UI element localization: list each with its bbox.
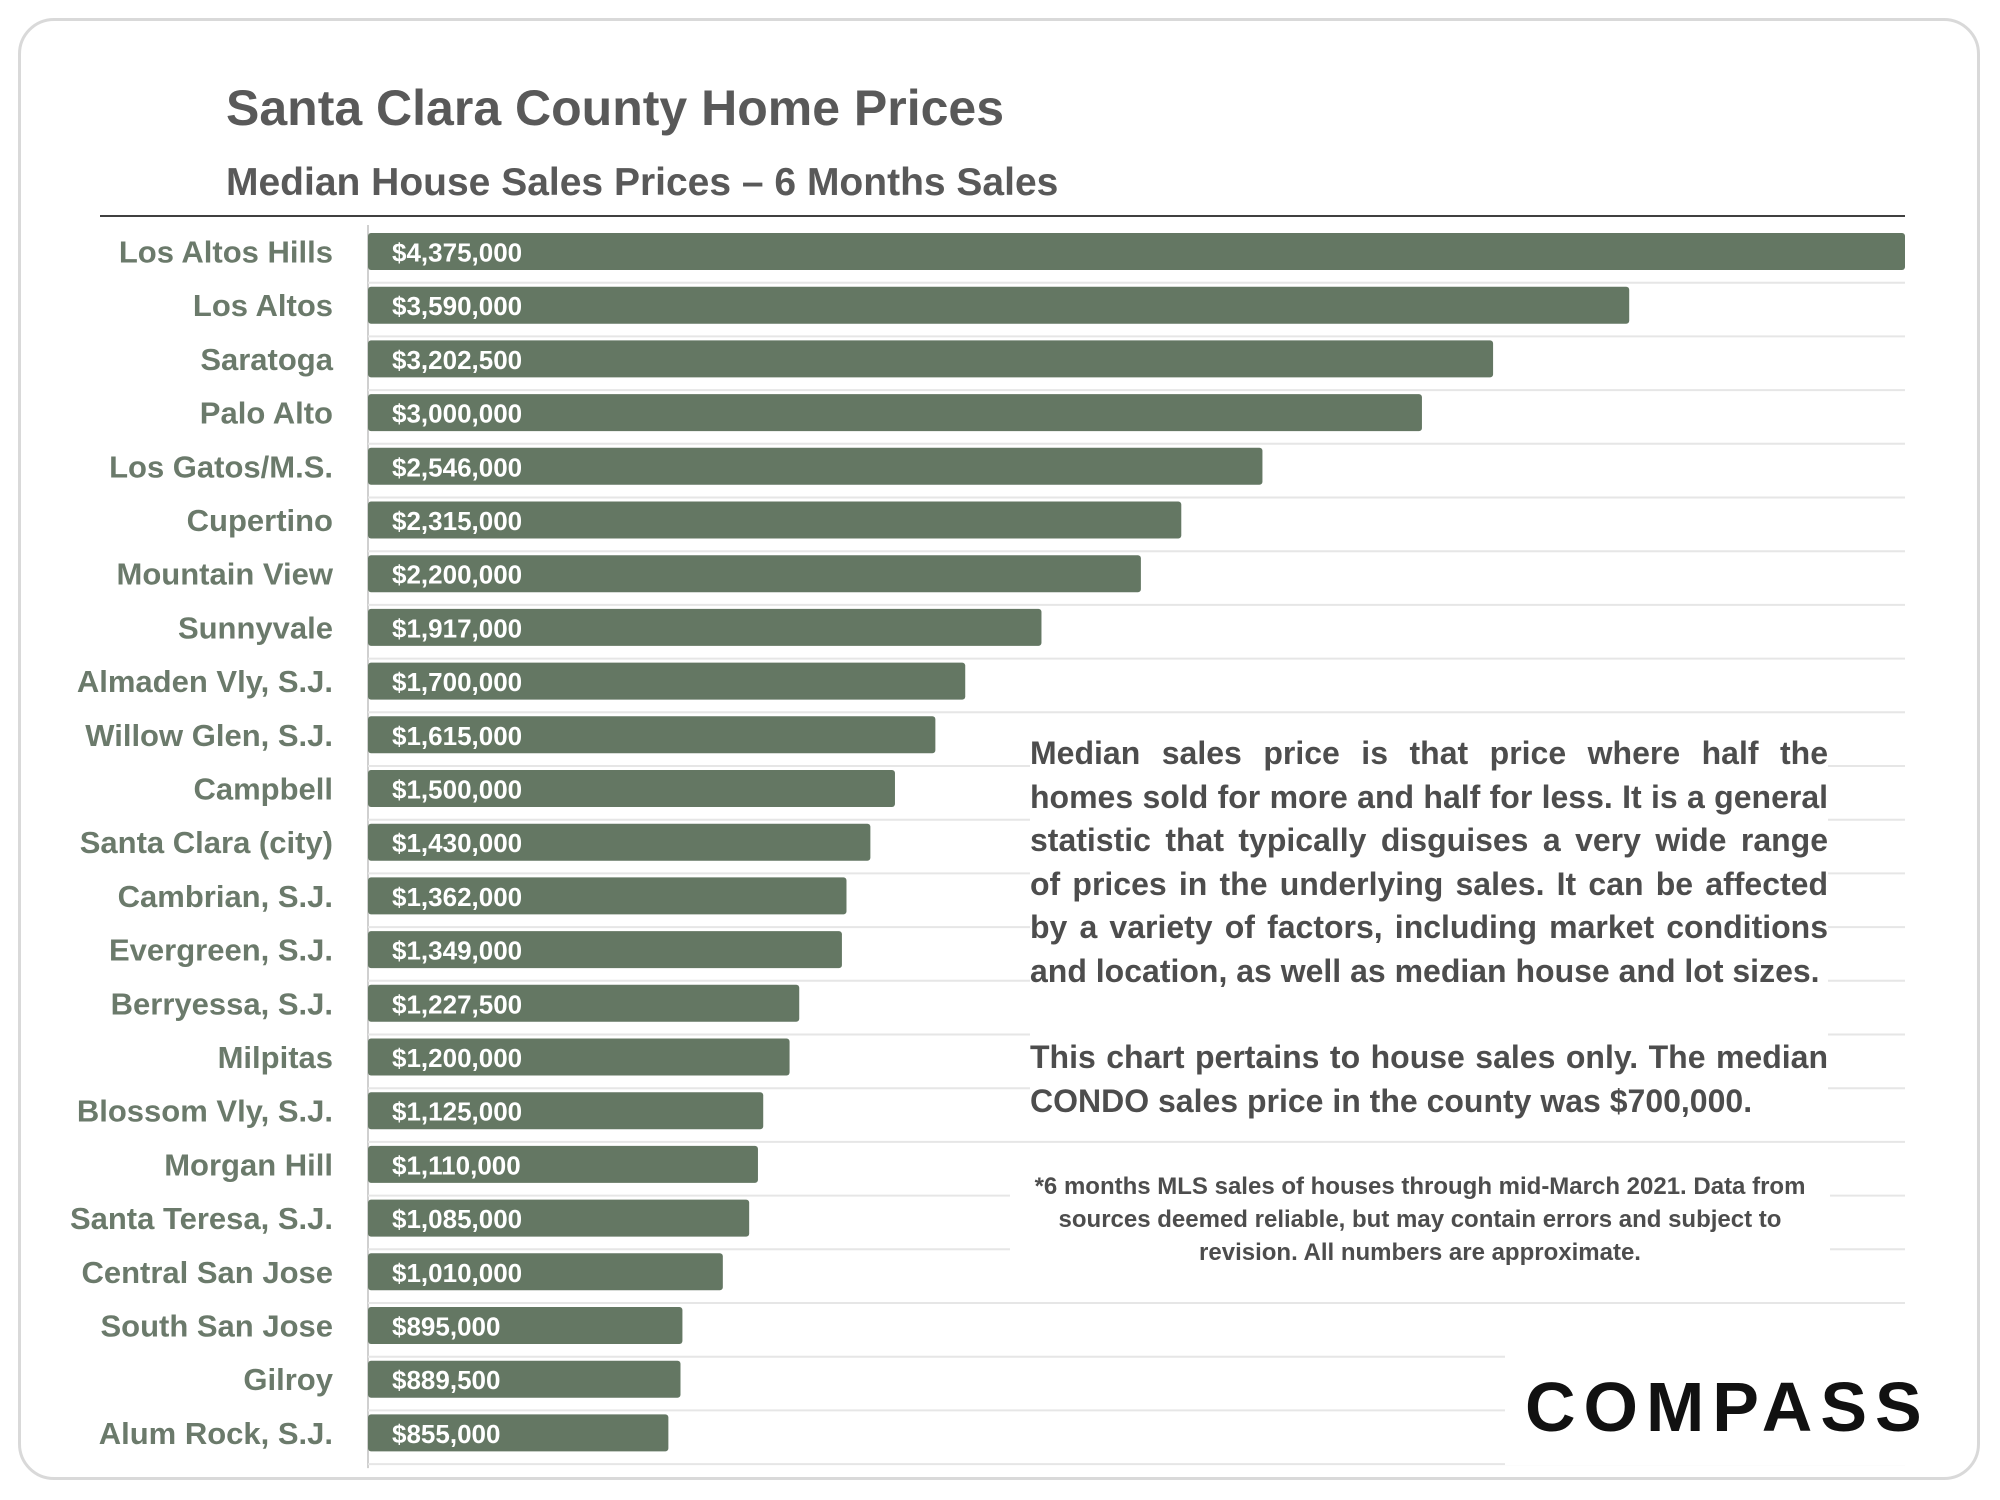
bar xyxy=(368,1414,669,1452)
bar xyxy=(368,662,966,700)
data-label: $1,349,000 xyxy=(392,936,522,966)
data-label: $1,125,000 xyxy=(392,1097,522,1127)
category-label: South San Jose xyxy=(100,1309,333,1344)
data-label: $1,110,000 xyxy=(392,1150,521,1180)
bar xyxy=(368,716,936,754)
bar xyxy=(368,984,800,1022)
category-label: Santa Teresa, S.J. xyxy=(70,1201,333,1236)
data-label: $3,202,500 xyxy=(392,345,522,375)
data-label: $1,500,000 xyxy=(392,775,522,805)
category-label: Los Altos xyxy=(193,288,333,323)
bar xyxy=(368,1253,723,1291)
data-label: $1,917,000 xyxy=(392,613,522,643)
category-label: Evergreen, S.J. xyxy=(109,933,333,968)
bar xyxy=(368,1145,758,1183)
category-label: Willow Glen, S.J. xyxy=(85,718,333,753)
data-label: $895,000 xyxy=(392,1312,500,1342)
category-label: Berryessa, S.J. xyxy=(111,986,333,1021)
bar xyxy=(368,608,1042,646)
annotation-box: Median sales price is that price where h… xyxy=(1030,732,1828,1123)
category-label: Milpitas xyxy=(218,1040,333,1075)
data-label: $2,546,000 xyxy=(392,452,522,482)
data-label: $1,227,500 xyxy=(392,989,522,1019)
data-label: $1,430,000 xyxy=(392,828,522,858)
category-label: Central San Jose xyxy=(81,1255,333,1290)
data-label: $3,000,000 xyxy=(392,399,522,429)
data-label: $4,375,000 xyxy=(392,238,522,268)
compass-logo: COMPASS xyxy=(1525,1368,1930,1446)
bar xyxy=(368,394,1422,432)
data-label: $3,590,000 xyxy=(392,291,522,321)
bar xyxy=(368,1307,683,1344)
logo-backdrop xyxy=(1505,1355,1915,1465)
data-label: $2,200,000 xyxy=(392,560,522,590)
footnote: *6 months MLS sales of houses through mi… xyxy=(1010,1170,1830,1269)
category-label: Cupertino xyxy=(187,503,333,538)
top-rule xyxy=(100,215,1905,217)
annotation-paragraph-2: This chart pertains to house sales only.… xyxy=(1030,1039,1828,1119)
category-label: Morgan Hill xyxy=(164,1147,333,1182)
category-label: Palo Alto xyxy=(200,396,333,431)
data-label: $1,362,000 xyxy=(392,882,522,912)
bar xyxy=(368,931,842,969)
chart-title: Santa Clara County Home Prices xyxy=(226,80,1005,136)
category-label: Mountain View xyxy=(117,557,334,592)
bar xyxy=(368,340,1494,378)
category-label: Saratoga xyxy=(200,342,333,377)
category-label: Los Altos Hills xyxy=(119,235,333,270)
bar xyxy=(368,1360,681,1398)
bar xyxy=(368,770,895,807)
data-label: $1,700,000 xyxy=(392,667,522,697)
category-label: Cambrian, S.J. xyxy=(118,879,333,914)
category-label: Blossom Vly, S.J. xyxy=(77,1094,333,1129)
data-label: $855,000 xyxy=(392,1419,500,1449)
chart-subtitle: Median House Sales Prices – 6 Months Sal… xyxy=(226,161,1059,204)
data-label: $1,615,000 xyxy=(392,721,522,751)
category-label: Santa Clara (city) xyxy=(80,825,333,860)
bar xyxy=(368,233,1905,270)
category-label: Campbell xyxy=(193,772,333,807)
bar xyxy=(368,286,1630,324)
bar xyxy=(368,555,1141,593)
data-label: $1,010,000 xyxy=(392,1258,522,1288)
category-label: Almaden Vly, S.J. xyxy=(77,664,333,699)
bar xyxy=(368,1038,790,1076)
bar xyxy=(368,877,847,915)
data-label: $1,085,000 xyxy=(392,1204,522,1234)
data-label: $1,200,000 xyxy=(392,1043,522,1073)
bar xyxy=(368,823,871,861)
data-label: $889,500 xyxy=(392,1365,500,1395)
bar xyxy=(368,501,1182,539)
bar xyxy=(368,1092,764,1130)
category-label: Gilroy xyxy=(243,1362,333,1397)
data-label: $2,315,000 xyxy=(392,506,522,536)
annotation-paragraph-1: Median sales price is that price where h… xyxy=(1030,735,1828,989)
bar xyxy=(368,1199,750,1237)
category-label: Alum Rock, S.J. xyxy=(99,1416,333,1451)
category-label: Sunnyvale xyxy=(178,610,333,645)
bar xyxy=(368,447,1263,485)
category-label: Los Gatos/M.S. xyxy=(109,449,333,484)
